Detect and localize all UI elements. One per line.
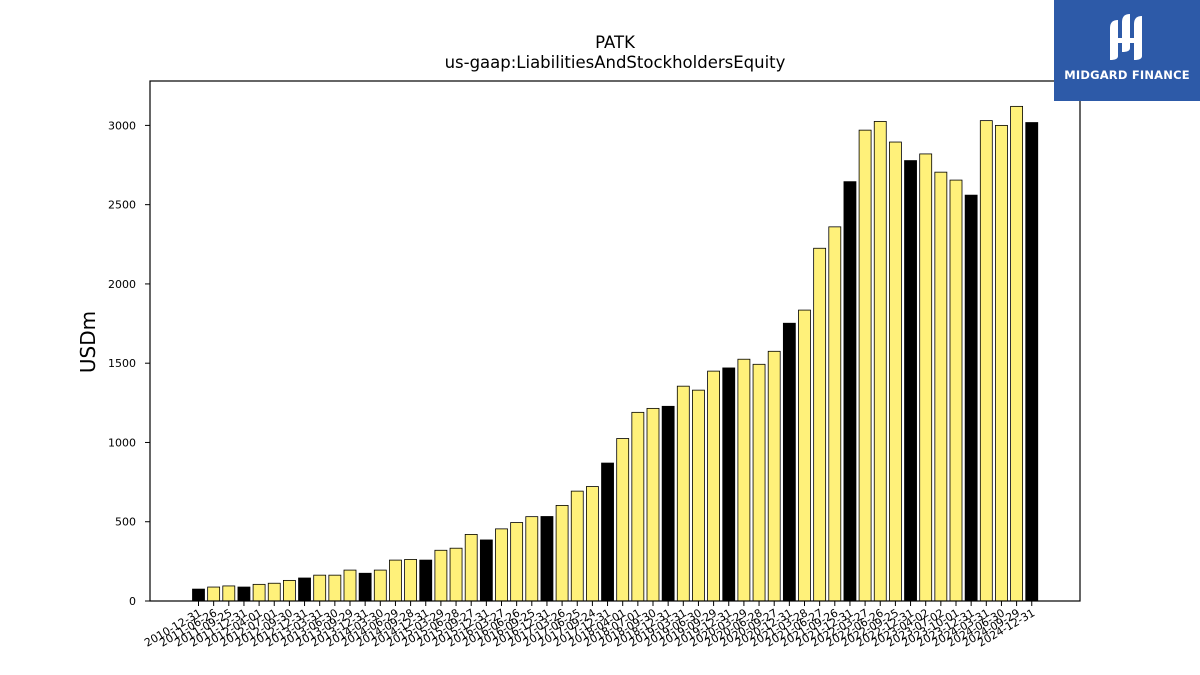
chart-title: PATK [595,33,636,52]
bar-2015-12-31 [479,539,493,602]
bar-series [192,105,1039,602]
bar-2018-12-31 [661,405,675,602]
bar-2017-03-26 [555,504,569,602]
bar-2012-12-31 [298,577,311,602]
bar-2023-04-02 [919,153,933,602]
bar-2021-12-31 [843,181,857,602]
bar-2011-06-26 [207,586,221,602]
y-tick-label: 1500 [108,357,136,370]
bar-2015-03-29 [434,549,448,602]
plot-frame [149,80,1081,602]
bar-2011-12-31 [237,586,251,602]
bar-2023-12-31 [964,194,978,602]
bar-2016-06-26 [510,522,524,602]
bar-2019-06-30 [692,389,705,602]
x-axis-ticks: 2010-12-312011-06-262011-09-252011-12-31… [142,601,1037,650]
bar-2024-03-31 [979,120,993,602]
bar-2017-06-25 [570,490,584,602]
bar-2015-06-28 [449,547,463,602]
bar-2013-12-31 [358,572,372,602]
bar-2014-12-31 [419,559,433,602]
bar-2021-06-27 [813,247,827,602]
bar-2012-09-30 [282,579,296,602]
bar-2020-03-29 [737,358,751,602]
bar-2010-12-31 [192,588,205,602]
mh-monogram-icon [1110,14,1142,60]
bar-2020-09-27 [767,350,781,602]
y-tick-label: 1000 [108,436,136,449]
bar-2024-12-31 [1025,122,1039,602]
bar-2017-09-24 [586,486,599,602]
bar-2019-12-31 [722,367,736,602]
midgard-finance-logo: MIDGARD FINANCE [1054,0,1200,101]
logo-text: MIDGARD FINANCE [1064,68,1190,82]
y-tick-label: 2500 [108,199,136,212]
bar-2020-12-31 [782,322,796,602]
bar-2014-09-28 [404,559,418,602]
bar-2013-09-29 [343,569,357,602]
bar-2011-09-25 [222,585,236,602]
bar-2023-07-02 [934,171,948,602]
bar-2016-03-27 [495,528,508,602]
bar-2012-04-01 [252,583,266,602]
bar-2022-09-25 [889,141,902,602]
bar-2012-07-01 [267,582,281,602]
y-tick-label: 0 [129,595,136,608]
bar-2024-09-29 [1010,105,1023,602]
bar-2017-12-31 [601,462,614,602]
bar-2013-03-31 [313,574,327,602]
bar-2018-04-01 [616,438,630,602]
bar-2016-12-31 [540,516,554,602]
bar-2013-06-30 [328,574,342,602]
chart-subtitle: us-gaap:LiabilitiesAndStockholdersEquity [445,53,786,72]
bar-2019-03-31 [676,385,690,602]
y-tick-label: 2000 [108,278,136,291]
bar-2022-03-27 [858,129,872,602]
bar-2022-12-31 [904,160,917,602]
bar-2021-09-26 [828,226,842,602]
bar-2014-03-30 [373,569,387,602]
bar-2024-06-30 [995,124,1008,602]
y-tick-label: 3000 [108,119,136,132]
bar-2018-09-30 [646,407,660,602]
bar-2021-03-28 [798,309,811,602]
bar-2018-07-01 [631,411,645,602]
bar-2022-06-26 [873,121,887,602]
bar-2015-09-27 [464,534,478,602]
bar-2016-09-25 [525,516,539,602]
bar-2014-06-29 [389,559,402,602]
bar-2020-06-28 [752,363,766,602]
y-axis-label: USDm [76,311,100,373]
bar-2019-09-29 [707,370,720,602]
bar-2023-10-01 [949,179,963,602]
y-tick-label: 500 [115,516,136,529]
y-axis-ticks: 0 500 1000 1500 2000 2500 3000 [108,119,150,608]
